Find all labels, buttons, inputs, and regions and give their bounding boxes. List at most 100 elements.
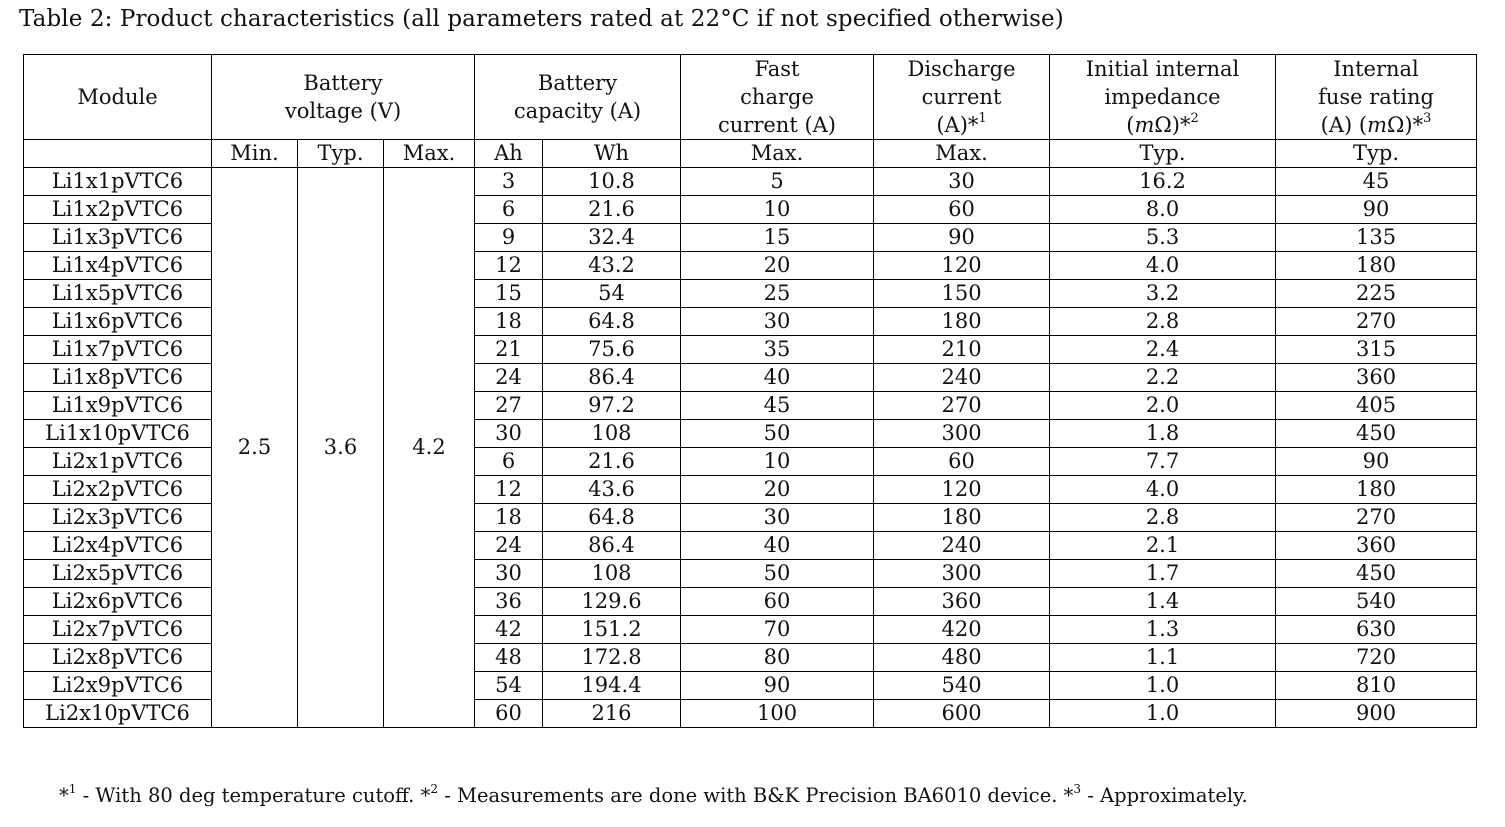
cell-fast-charge: 100 <box>680 699 875 728</box>
cell-impedance: 2.1 <box>1049 531 1277 560</box>
cell-fuse: 810 <box>1275 671 1478 700</box>
subheader-fuse-typ: Typ. <box>1275 139 1478 168</box>
subheader-max: Max. <box>383 139 475 168</box>
cell-capacity-wh: 32.4 <box>541 223 682 252</box>
cell-module: Li2x3pVTC6 <box>23 503 212 532</box>
table-row: Li2x4pVTC6 24 86.4 40 240 2.1 360 <box>23 531 1478 560</box>
cell-capacity-ah: 6 <box>474 195 543 224</box>
cell-module: Li1x4pVTC6 <box>23 251 212 280</box>
header-fuse-milli: m <box>1367 113 1387 137</box>
cell-module: Li2x7pVTC6 <box>23 615 212 644</box>
cell-capacity-ah: 36 <box>474 587 543 616</box>
header-impedance-line2: impedance <box>1104 85 1221 109</box>
footnote-2-text: - Measurements are done with B&K Precisi… <box>438 784 1064 807</box>
cell-fuse: 90 <box>1275 195 1478 224</box>
cell-voltage-typ: 3.6 <box>297 167 384 728</box>
subheader-ah: Ah <box>474 139 543 168</box>
table-caption: Table 2: Product characteristics (all pa… <box>19 6 1064 32</box>
cell-capacity-wh: 54 <box>541 279 682 308</box>
product-characteristics-table: Module Battery voltage (V) Battery capac… <box>23 54 1478 728</box>
cell-fast-charge: 80 <box>680 643 875 672</box>
cell-fast-charge: 25 <box>680 279 875 308</box>
footnote-3-sup: 3 <box>1073 781 1082 796</box>
cell-capacity-wh: 64.8 <box>541 503 682 532</box>
cell-fuse: 225 <box>1275 279 1478 308</box>
header-impedance-ohm: Ω)* <box>1154 113 1191 137</box>
cell-discharge: 150 <box>873 279 1051 308</box>
table-row: Li1x5pVTC6 15 54 25 150 3.2 225 <box>23 279 1478 308</box>
cell-capacity-ah: 27 <box>474 391 543 420</box>
cell-discharge: 60 <box>873 447 1051 476</box>
header-fuse-ohm: Ω)* <box>1386 113 1424 137</box>
header-fuse-line2: fuse rating <box>1318 85 1434 109</box>
cell-capacity-ah: 30 <box>474 419 543 448</box>
cell-capacity-ah: 48 <box>474 643 543 672</box>
cell-discharge: 420 <box>873 615 1051 644</box>
footnote-ref-1: 1 <box>978 111 987 127</box>
cell-discharge: 180 <box>873 503 1051 532</box>
header-impedance-line1: Initial internal <box>1085 57 1240 81</box>
table-row: Li1x1pVTC6 2.5 3.6 4.2 3 10.8 5 30 16.2 45 <box>23 167 1478 728</box>
cell-capacity-ah: 3 <box>474 167 543 196</box>
cell-fast-charge: 20 <box>680 251 875 280</box>
cell-impedance: 16.2 <box>1049 167 1277 196</box>
cell-capacity-ah: 15 <box>474 279 543 308</box>
cell-discharge: 180 <box>873 307 1051 336</box>
cell-fuse: 180 <box>1275 251 1478 280</box>
cell-capacity-ah: 9 <box>474 223 543 252</box>
subheader-min: Min. <box>211 139 298 168</box>
cell-fuse: 450 <box>1275 419 1478 448</box>
subheader-empty <box>23 139 212 168</box>
cell-module: Li2x4pVTC6 <box>23 531 212 560</box>
cell-discharge: 360 <box>873 587 1051 616</box>
subheader-wh: Wh <box>541 139 682 168</box>
cell-fuse: 135 <box>1275 223 1478 252</box>
cell-fuse: 630 <box>1275 615 1478 644</box>
cell-module: Li1x7pVTC6 <box>23 335 212 364</box>
cell-fast-charge: 30 <box>680 503 875 532</box>
header-battery-capacity-line1: Battery <box>537 71 618 95</box>
cell-fuse: 45 <box>1275 167 1478 196</box>
cell-capacity-wh: 10.8 <box>541 167 682 196</box>
table-row: Li1x3pVTC6 9 32.4 15 90 5.3 135 <box>23 223 1478 252</box>
cell-impedance: 1.8 <box>1049 419 1277 448</box>
cell-capacity-wh: 43.2 <box>541 251 682 280</box>
cell-impedance: 2.8 <box>1049 503 1277 532</box>
footnote-ref-2: 2 <box>1190 111 1199 127</box>
cell-fuse: 180 <box>1275 475 1478 504</box>
cell-module: Li1x9pVTC6 <box>23 391 212 420</box>
cell-capacity-ah: 24 <box>474 531 543 560</box>
cell-impedance: 5.3 <box>1049 223 1277 252</box>
cell-capacity-ah: 18 <box>474 307 543 336</box>
cell-fuse: 270 <box>1275 307 1478 336</box>
cell-discharge: 120 <box>873 251 1051 280</box>
table-row: Li1x2pVTC6 6 21.6 10 60 8.0 90 <box>23 195 1478 224</box>
cell-capacity-wh: 21.6 <box>541 447 682 476</box>
header-battery-capacity-line2: capacity (A) <box>513 99 642 123</box>
cell-capacity-wh: 86.4 <box>541 363 682 392</box>
footnote-1-mark: * <box>59 784 69 807</box>
cell-discharge: 240 <box>873 531 1051 560</box>
footnote-2-sup: 2 <box>430 781 439 796</box>
cell-capacity-ah: 12 <box>474 475 543 504</box>
cell-module: Li2x5pVTC6 <box>23 559 212 588</box>
header-module: Module <box>23 54 212 140</box>
subheader-fast-charge-max: Max. <box>680 139 875 168</box>
cell-fuse: 270 <box>1275 503 1478 532</box>
header-fuse: Internal fuse rating (A) (mΩ)*3 <box>1275 54 1478 140</box>
cell-fast-charge: 70 <box>680 615 875 644</box>
cell-fast-charge: 35 <box>680 335 875 364</box>
cell-capacity-wh: 43.6 <box>541 475 682 504</box>
cell-module: Li1x3pVTC6 <box>23 223 212 252</box>
cell-discharge: 60 <box>873 195 1051 224</box>
cell-fuse: 405 <box>1275 391 1478 420</box>
cell-fuse: 450 <box>1275 559 1478 588</box>
table-row: Li1x7pVTC6 21 75.6 35 210 2.4 315 <box>23 335 1478 364</box>
table-row: Li2x9pVTC6 54 194.4 90 540 1.0 810 <box>23 671 1478 700</box>
header-fast-charge-line1: Fast <box>754 57 800 81</box>
cell-module: Li1x5pVTC6 <box>23 279 212 308</box>
table-row: Li2x5pVTC6 30 108 50 300 1.7 450 <box>23 559 1478 588</box>
cell-discharge: 480 <box>873 643 1051 672</box>
cell-module: Li1x6pVTC6 <box>23 307 212 336</box>
cell-impedance: 2.0 <box>1049 391 1277 420</box>
